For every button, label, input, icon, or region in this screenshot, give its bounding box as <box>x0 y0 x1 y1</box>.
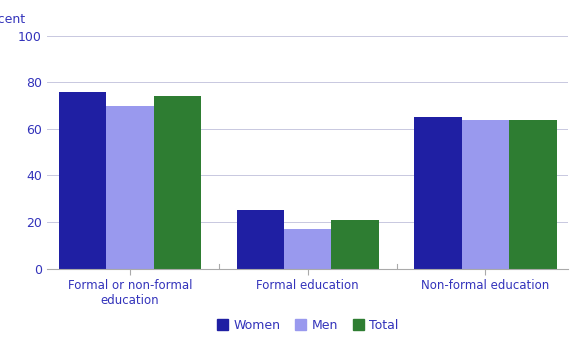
Bar <box>509 120 557 268</box>
Legend: Women, Men, Total: Women, Men, Total <box>212 314 403 337</box>
Bar <box>237 210 284 268</box>
Bar <box>331 219 379 268</box>
Bar <box>284 229 331 268</box>
Bar <box>154 96 201 268</box>
Text: Percent: Percent <box>0 14 26 26</box>
Bar <box>462 120 509 268</box>
Bar <box>59 92 106 268</box>
Bar <box>414 117 462 268</box>
Bar <box>106 106 154 268</box>
